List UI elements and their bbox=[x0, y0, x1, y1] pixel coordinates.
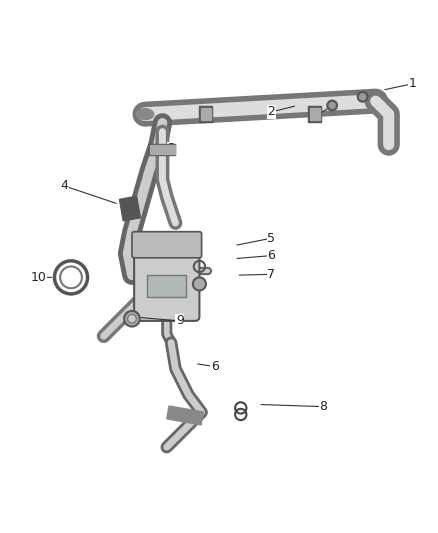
Text: 8: 8 bbox=[319, 400, 328, 413]
FancyBboxPatch shape bbox=[132, 232, 201, 258]
Text: 3: 3 bbox=[167, 142, 175, 156]
Bar bbox=[310, 108, 320, 120]
Bar bbox=[201, 108, 211, 120]
Text: 10: 10 bbox=[31, 271, 46, 284]
Text: 1: 1 bbox=[311, 110, 319, 123]
Bar bbox=[147, 275, 186, 297]
FancyBboxPatch shape bbox=[134, 238, 199, 321]
Text: 7: 7 bbox=[267, 268, 275, 281]
Text: 6: 6 bbox=[267, 249, 275, 262]
Bar bbox=[167, 406, 203, 425]
Text: 6: 6 bbox=[211, 360, 219, 373]
Ellipse shape bbox=[136, 109, 154, 119]
Text: 5: 5 bbox=[267, 232, 275, 245]
Bar bbox=[150, 145, 175, 154]
Text: 1: 1 bbox=[409, 77, 417, 90]
Bar bbox=[199, 107, 212, 122]
Circle shape bbox=[329, 102, 335, 109]
Circle shape bbox=[360, 94, 366, 100]
Text: 9: 9 bbox=[176, 314, 184, 327]
Text: 4: 4 bbox=[60, 180, 68, 192]
Circle shape bbox=[327, 100, 337, 111]
Circle shape bbox=[124, 311, 140, 327]
Bar bbox=[149, 144, 176, 155]
Circle shape bbox=[127, 314, 136, 323]
Bar bbox=[308, 107, 321, 122]
Circle shape bbox=[193, 277, 206, 290]
Bar bbox=[120, 196, 141, 221]
Circle shape bbox=[357, 92, 368, 102]
Text: 2: 2 bbox=[267, 106, 275, 118]
